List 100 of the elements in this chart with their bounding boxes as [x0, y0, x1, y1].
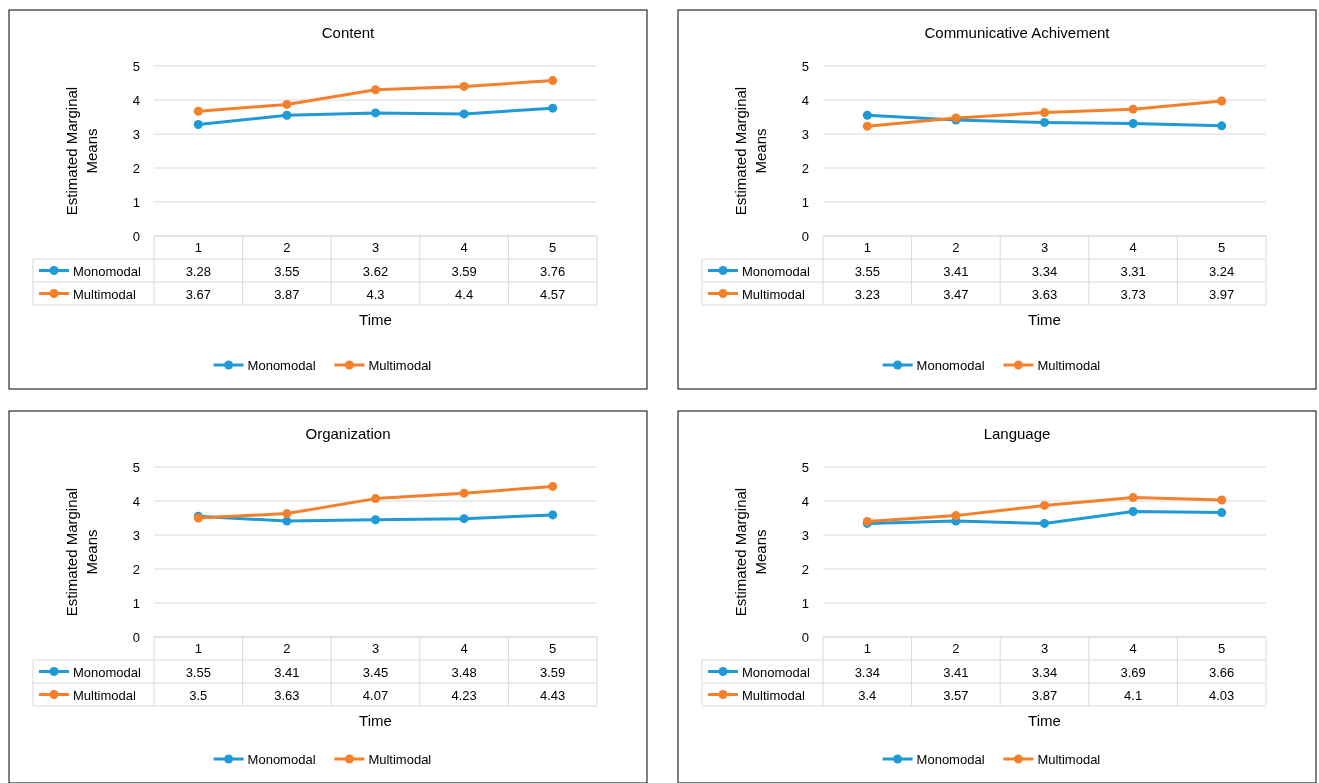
y-tick-label: 1 [801, 195, 809, 210]
data-label: 4.3 [366, 286, 385, 302]
text: Multimodal [368, 752, 432, 767]
point [548, 103, 558, 113]
point [862, 110, 872, 120]
point [459, 109, 469, 119]
x-tick-label: 2 [283, 240, 291, 255]
data-label: 3.4 [858, 687, 877, 703]
x-tick-label: 5 [549, 641, 557, 656]
x-axis-title: Time [1028, 712, 1061, 729]
data-label: 3.59 [540, 664, 566, 680]
x-tick-label: 1 [194, 240, 202, 255]
text: Multimodal [1037, 752, 1101, 767]
x-axis-title: Time [359, 311, 392, 328]
x-tick-label: 4 [1129, 240, 1137, 255]
x-tick-label: 4 [460, 641, 468, 656]
data-label: 3.67 [185, 286, 211, 302]
data-label: 4.1 [1124, 687, 1143, 703]
text: Monomodal [247, 752, 316, 767]
legend-label: Monomodal [73, 263, 142, 279]
x-tick-label: 2 [952, 240, 960, 255]
y-tick-label: 4 [132, 93, 140, 108]
y-tick-label: 1 [132, 195, 140, 210]
point [282, 516, 292, 526]
text: Multimodal [1037, 358, 1101, 373]
data-label: 3.69 [1120, 664, 1146, 680]
y-tick-label: 1 [801, 596, 809, 611]
point [1128, 118, 1138, 128]
data-label: 3.45 [362, 664, 389, 680]
legend-label: Multimodal [742, 286, 805, 302]
point [1217, 121, 1227, 131]
data-label: 3.28 [185, 263, 211, 279]
chart-title: Organization [305, 425, 391, 442]
data-label: 4.23 [451, 687, 477, 703]
data-label: 3.97 [1209, 286, 1235, 302]
chart-title: Communicative Achivement [924, 24, 1111, 41]
data-label: 3.63 [1031, 286, 1058, 302]
data-label: 4.03 [1209, 687, 1235, 703]
chart-title: Language [983, 425, 1051, 442]
point [1040, 518, 1049, 528]
x-axis-title: Time [1028, 311, 1061, 328]
point [371, 494, 380, 504]
chart-title: Content [321, 24, 376, 41]
y-tick-label: 3 [801, 528, 809, 543]
data-label: 3.34 [1031, 263, 1058, 279]
y-axis-title: Estimated Marginal Means [732, 487, 769, 617]
x-tick-label: 1 [863, 240, 871, 255]
point [193, 119, 203, 129]
y-tick-label: 2 [132, 161, 140, 176]
point [282, 509, 292, 519]
x-tick-label: 4 [1129, 641, 1137, 656]
data-label: 4.57 [540, 286, 566, 302]
y-tick-label: 3 [132, 127, 140, 142]
x-tick-label: 5 [1218, 641, 1226, 656]
legend-label: Multimodal [742, 687, 805, 703]
data-label: 3.66 [1209, 664, 1235, 680]
data-label: 3.5 [189, 687, 208, 703]
point [548, 76, 558, 86]
data-label: 3.62 [362, 263, 389, 279]
x-tick-label: 4 [460, 240, 468, 255]
x-axis-title: Time [359, 712, 392, 729]
y-tick-label: 5 [801, 59, 809, 74]
y-tick-label: 4 [801, 93, 809, 108]
point [371, 515, 380, 525]
point [1040, 500, 1049, 510]
data-label: 3.41 [274, 664, 300, 680]
y-tick-label: 1 [132, 596, 140, 611]
x-tick-label: 2 [283, 641, 291, 656]
data-label: 3.41 [943, 263, 969, 279]
y-tick-label: 2 [132, 562, 140, 577]
y-tick-label: 3 [132, 528, 140, 543]
data-label: 3.87 [1031, 687, 1058, 703]
data-label: 3.55 [185, 664, 211, 680]
data-label: 3.55 [274, 263, 300, 279]
point [1217, 508, 1227, 518]
point [951, 511, 961, 521]
x-tick-label: 1 [194, 641, 202, 656]
y-axis-title: Estimated Marginal Means [732, 86, 769, 216]
point [193, 106, 203, 116]
text: Monomodal [916, 752, 985, 767]
data-label: 4.4 [455, 286, 474, 302]
data-label: 3.76 [540, 263, 566, 279]
data-label: 3.41 [943, 664, 969, 680]
data-label: 3.31 [1120, 263, 1146, 279]
legend-label: Monomodal [742, 664, 811, 680]
data-label: 3.63 [274, 687, 300, 703]
legend-label: Monomodal [73, 664, 142, 680]
data-label: 3.34 [1031, 664, 1058, 680]
point [1040, 117, 1049, 127]
x-tick-label: 3 [371, 641, 380, 656]
data-label: 3.23 [854, 286, 880, 302]
point [1128, 104, 1138, 114]
y-tick-label: 4 [132, 494, 140, 509]
point [371, 85, 380, 95]
point [1040, 108, 1049, 118]
y-tick-label: 0 [801, 630, 809, 645]
point [459, 514, 469, 524]
x-tick-label: 3 [371, 240, 380, 255]
data-label: 3.47 [943, 286, 969, 302]
data-label: 3.34 [854, 664, 880, 680]
